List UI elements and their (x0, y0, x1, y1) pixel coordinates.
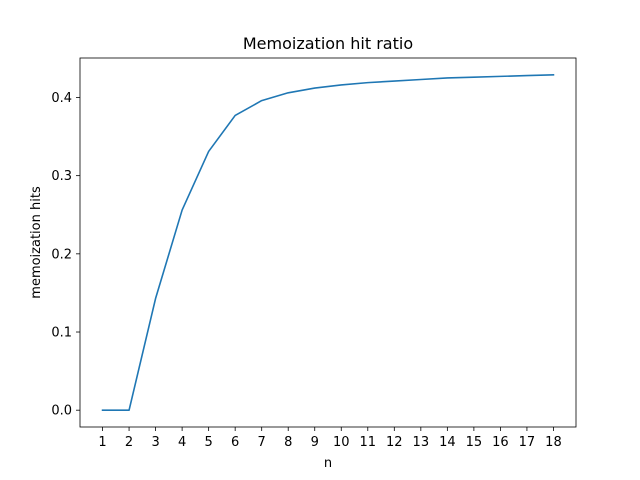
x-tick-label: 13 (413, 435, 430, 450)
x-tick-label: 6 (231, 435, 239, 450)
x-tick-label: 4 (178, 435, 186, 450)
x-tick-label: 9 (311, 435, 319, 450)
x-tick-label: 1 (98, 435, 106, 450)
series-line-memoization-hits (101, 73, 555, 411)
x-tick-label: 18 (545, 435, 562, 450)
chart-title: Memoization hit ratio (243, 34, 413, 53)
y-tick-label: 0.1 (51, 326, 72, 341)
y-tick-label: 0.2 (51, 247, 72, 262)
y-tick-label: 0.4 (51, 91, 72, 106)
x-tick-label: 11 (360, 435, 377, 450)
x-axis-ticks: 1 2 3 4 5 6 7 8 9 10 11 12 13 14 15 16 17 18 (98, 427, 562, 450)
x-tick-label: 8 (284, 435, 292, 450)
x-tick-label: 10 (333, 435, 350, 450)
x-tick-label: 5 (205, 435, 213, 450)
x-tick-label: 16 (492, 435, 509, 450)
x-axis-label: n (324, 456, 332, 471)
y-tick-label: 0.0 (51, 404, 72, 419)
x-tick-label: 2 (125, 435, 133, 450)
y-axis-ticks: 0.0 0.1 0.2 0.3 0.4 (51, 91, 80, 419)
x-tick-label: 3 (151, 435, 159, 450)
x-tick-label: 17 (519, 435, 536, 450)
y-axis-label: memoization hits (29, 186, 44, 299)
x-tick-label: 12 (386, 435, 403, 450)
x-tick-label: 14 (439, 435, 456, 450)
plot-area-frame (79, 57, 577, 428)
x-tick-label: 7 (258, 435, 266, 450)
x-tick-label: 15 (466, 435, 483, 450)
y-tick-label: 0.3 (51, 169, 72, 184)
